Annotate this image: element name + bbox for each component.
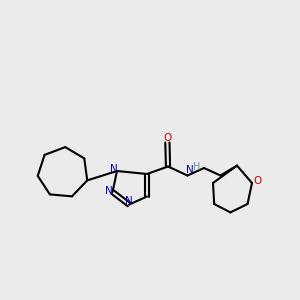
Text: H: H	[194, 161, 201, 172]
Text: N: N	[105, 186, 113, 197]
Text: N: N	[125, 196, 133, 206]
Text: O: O	[253, 176, 262, 187]
Text: N: N	[110, 164, 118, 175]
Text: O: O	[163, 133, 172, 143]
Text: N: N	[186, 165, 194, 175]
